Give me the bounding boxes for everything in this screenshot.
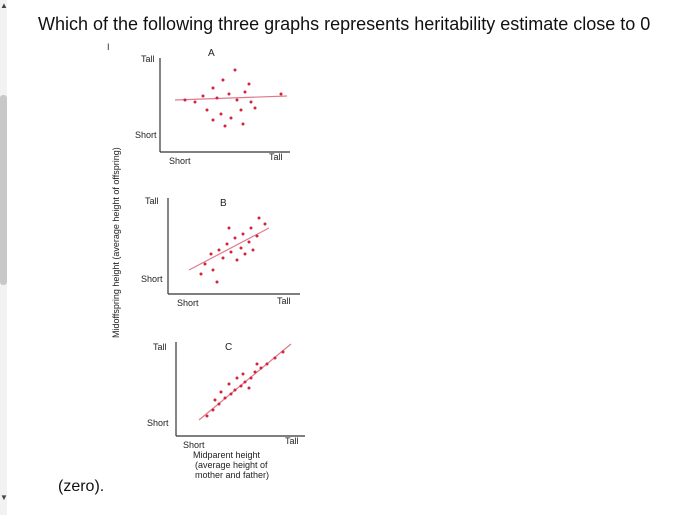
panel-c-short: Short [147,418,169,428]
panel-c-label: C [225,342,232,353]
y-axis-label: Midoffspring height (average height of o… [111,147,121,338]
panel-a-tall: Tall [141,54,155,64]
scrollbar-thumb[interactable] [0,95,7,285]
panel-a-label: A [208,48,215,59]
panel-c: C Tall Short Short Tall [147,342,305,450]
panel-a-dots [183,68,283,128]
scroll-up-arrow-icon[interactable]: ▲ [0,1,8,10]
panel-c-dots [205,350,285,418]
panel-b-trend-line [188,227,270,271]
panel-c-tall: Tall [153,342,167,352]
panel-b-short: Short [141,274,163,284]
heritability-figure: I Midoffspring height (average height of… [107,42,305,480]
panel-c-x-tall: Tall [285,436,299,446]
panel-a-x-tall: Tall [269,152,283,162]
question-text: Which of the following three graphs repr… [38,14,651,34]
panel-b-label: B [220,198,227,209]
question-continuation: (zero). [58,478,105,495]
x-axis-caption-line1: Midparent height [193,450,261,460]
panel-a: A Tall Short Short Tall [135,48,290,166]
panel-a-x-short: Short [169,156,191,166]
panel-b-tall: Tall [145,196,159,206]
panel-a-trend-line [174,95,288,101]
scrollbar-track[interactable] [0,0,7,515]
panel-b-x-short: Short [177,298,199,308]
x-axis-caption-line2: (average height of [195,460,268,470]
panel-c-x-short: Short [183,440,205,450]
x-axis-caption-line3: mother and father) [195,470,269,480]
scroll-down-arrow-icon[interactable]: ▼ [0,493,8,502]
panel-b-x-tall: Tall [277,296,291,306]
panel-a-short: Short [135,130,157,140]
panel-b-dots [199,216,267,284]
panel-b: B Tall Short Short Tall [141,196,300,308]
figure-marker: I [107,42,110,52]
